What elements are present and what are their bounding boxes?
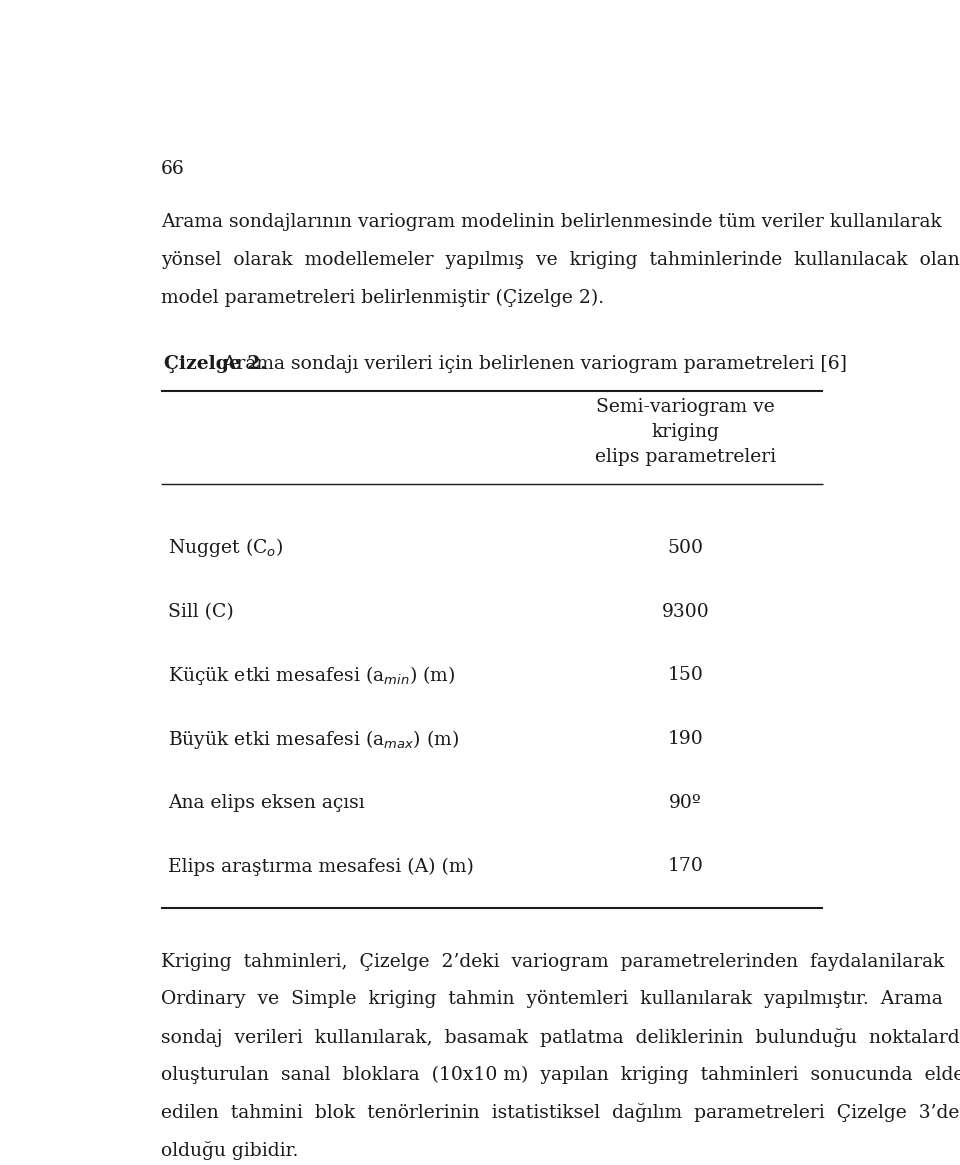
Text: Nugget (C$_o$): Nugget (C$_o$) — [168, 536, 284, 559]
Text: olduğu gibidir.: olduğu gibidir. — [161, 1141, 299, 1160]
Text: 500: 500 — [667, 539, 704, 557]
Text: edilen  tahmini  blok  tenörlerinin  istatistiksel  dağılım  parametreleri  Çize: edilen tahmini blok tenörlerinin istatis… — [161, 1103, 959, 1122]
Text: Semi-variogram ve
kriging
elips parametreleri: Semi-variogram ve kriging elips parametr… — [595, 398, 776, 466]
Text: sondaj  verileri  kullanılarak,  basamak  patlatma  deliklerinin  bulunduğu  nok: sondaj verileri kullanılarak, basamak pa… — [161, 1028, 960, 1047]
Text: oluşturulan  sanal  bloklara  (10x10 m)  yapılan  kriging  tahminleri  sonucunda: oluşturulan sanal bloklara (10x10 m) yap… — [161, 1066, 960, 1083]
Text: Küçük etki mesafesi (a$_{min}$) (m): Küçük etki mesafesi (a$_{min}$) (m) — [168, 664, 456, 687]
Text: 170: 170 — [667, 857, 704, 875]
Text: model parametreleri belirlenmiştir (Çizelge 2).: model parametreleri belirlenmiştir (Çize… — [161, 289, 604, 306]
Text: Çizelge 2.: Çizelge 2. — [164, 355, 267, 373]
Text: Ana elips eksen açısı: Ana elips eksen açısı — [168, 793, 365, 812]
Text: Arama sondajlarının variogram modelinin belirlenmesinde tüm veriler kullanılarak: Arama sondajlarının variogram modelinin … — [161, 213, 942, 232]
Text: Büyük etki mesafesi (a$_{max}$) (m): Büyük etki mesafesi (a$_{max}$) (m) — [168, 727, 460, 750]
Text: 90º: 90º — [669, 793, 702, 812]
Text: 9300: 9300 — [661, 602, 709, 621]
Text: Kriging  tahminleri,  Çizelge  2’deki  variogram  parametrelerinden  faydalanila: Kriging tahminleri, Çizelge 2’deki vario… — [161, 953, 945, 970]
Text: yönsel  olarak  modellemeler  yapılmış  ve  kriging  tahminlerinde  kullanılacak: yönsel olarak modellemeler yapılmış ve k… — [161, 250, 960, 269]
Text: Arama sondajı verileri için belirlenen variogram parametreleri [6]: Arama sondajı verileri için belirlenen v… — [217, 355, 847, 373]
Text: Elips araştırma mesafesi (A) (m): Elips araştırma mesafesi (A) (m) — [168, 857, 474, 876]
Text: Ordinary  ve  Simple  kriging  tahmin  yöntemleri  kullanılarak  yapılmıştır.  A: Ordinary ve Simple kriging tahmin yöntem… — [161, 990, 943, 1008]
Text: 150: 150 — [667, 666, 704, 684]
Text: 190: 190 — [667, 730, 704, 748]
Text: 66: 66 — [161, 161, 184, 178]
Text: Sill (C): Sill (C) — [168, 602, 234, 621]
